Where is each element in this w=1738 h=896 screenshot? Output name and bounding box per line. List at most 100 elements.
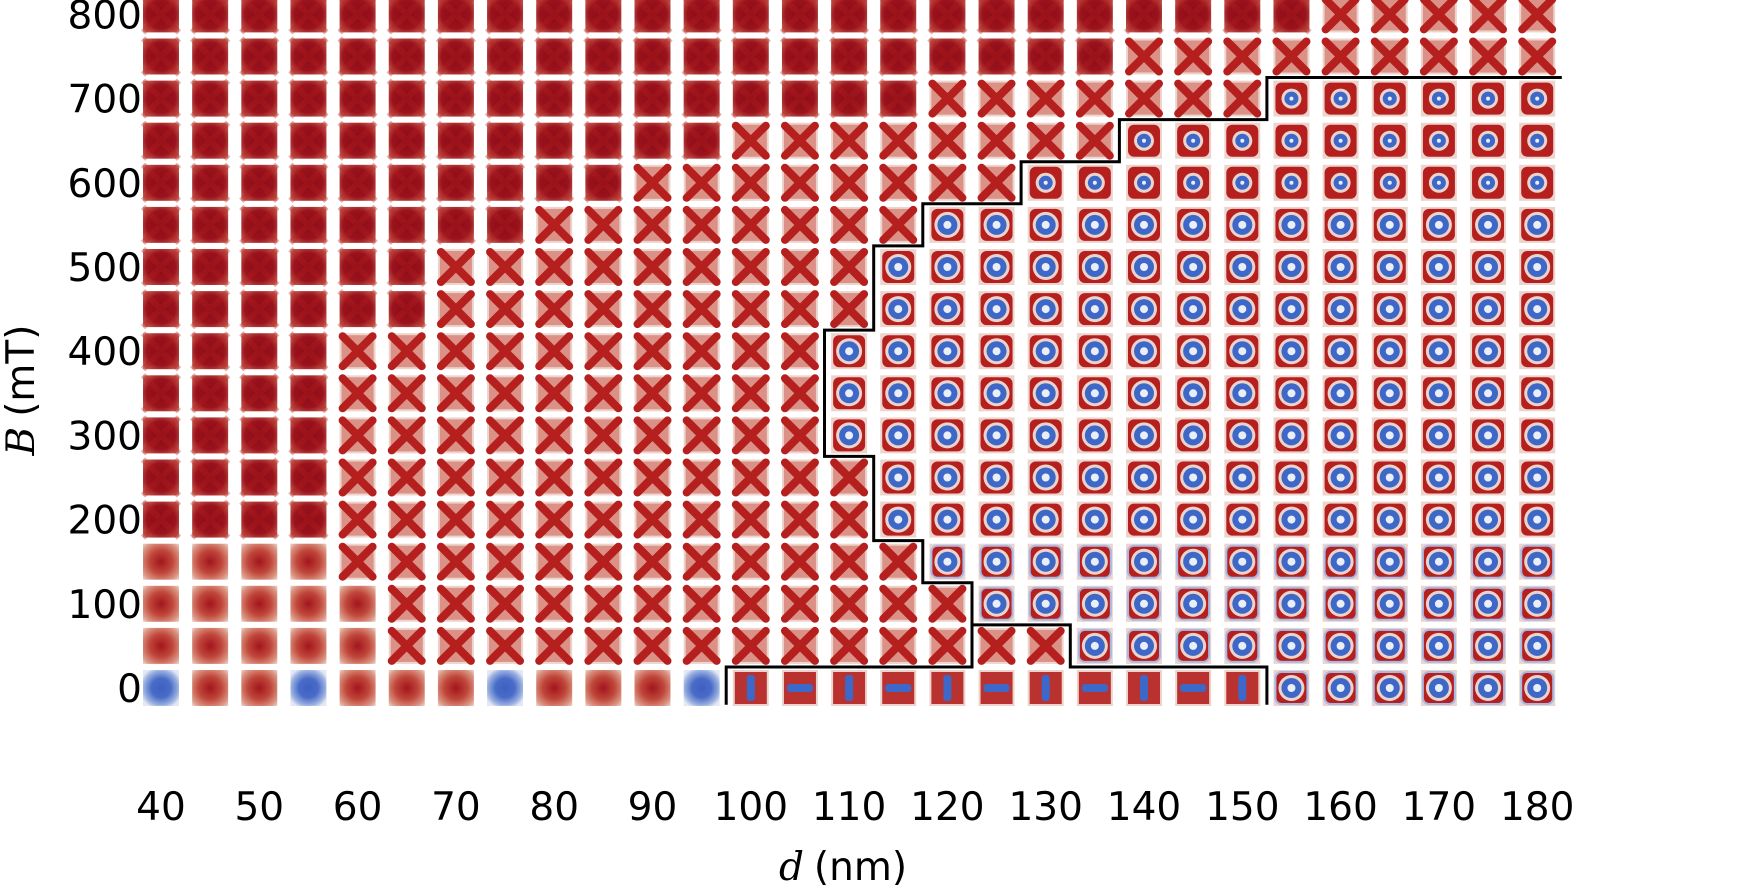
state-cell (1273, 249, 1310, 285)
cross-arms (731, 290, 770, 329)
state-cell (338, 500, 377, 539)
state-cell (584, 500, 623, 539)
corner-shading (288, 246, 329, 288)
state-cell (534, 78, 575, 119)
skyrmion-center (1533, 599, 1542, 608)
corner-shading (484, 36, 526, 77)
state-cell (583, 120, 624, 161)
corner-shading (534, 36, 575, 77)
skyrmion-edge (1520, 628, 1555, 663)
corner-shading (288, 415, 329, 456)
skyrmion-center (894, 389, 903, 398)
state-cell (486, 374, 525, 413)
corner-shading (1222, 0, 1263, 35)
state-cell (830, 248, 869, 286)
state-cell (486, 290, 525, 329)
state-cell (290, 670, 327, 706)
cross-arms (387, 584, 426, 623)
state-cell (828, 36, 870, 77)
cross-arms (731, 374, 770, 413)
uniform-state-mark (487, 0, 524, 33)
state-cell (830, 542, 869, 581)
state-cell (583, 162, 624, 203)
uniform-state-mark (978, 0, 1015, 33)
skyrmion-center (992, 557, 1001, 566)
cross-arms (633, 163, 672, 202)
corner-shading (140, 499, 182, 540)
cross-arms (486, 458, 525, 497)
uniform-state-mark (143, 122, 179, 159)
state-cell (143, 543, 179, 580)
state-cell (1519, 417, 1556, 454)
state-cell (978, 249, 1015, 285)
state-cell (1470, 501, 1507, 538)
helical-stripe (983, 684, 1010, 692)
state-cell (682, 416, 721, 455)
state-cell (1470, 585, 1507, 622)
skyrmion-center (1434, 305, 1443, 314)
skyrmion-center (1043, 180, 1048, 185)
uniform-state-mark (634, 122, 671, 159)
skyrmion-center (1387, 96, 1392, 101)
corner-shading (288, 499, 329, 540)
state-cell (1273, 501, 1310, 538)
state-cell (1175, 164, 1212, 201)
state-cell (1273, 164, 1310, 201)
cross-arms (584, 332, 623, 371)
state-cell (435, 162, 477, 203)
corner-shading (534, 120, 575, 161)
state-cell (190, 499, 231, 540)
corner-shading (681, 0, 722, 35)
corner-shading (140, 373, 182, 414)
state-cell (978, 291, 1015, 328)
state-cell (878, 36, 919, 77)
uniform-state-mark (290, 501, 327, 538)
state-cell (1027, 670, 1064, 706)
cross-arms (830, 500, 869, 539)
corner-shading (1074, 36, 1115, 77)
state-cell (880, 670, 917, 706)
helical-stripe (1081, 684, 1108, 692)
state-cell (780, 290, 819, 329)
state-cell (682, 458, 721, 497)
skyrmion-center (1238, 515, 1247, 524)
uniform-state-mark (339, 122, 376, 159)
skyrmion-edge (1471, 628, 1506, 663)
state-cell (830, 163, 869, 202)
skyrmion-center (992, 263, 1001, 271)
skyrmion-center (1434, 515, 1443, 524)
state-cell (1370, 37, 1409, 76)
state-cell (239, 499, 280, 540)
skyrmion-center (992, 599, 1001, 608)
uniform-state-mark (143, 80, 179, 117)
cross-arms (486, 248, 525, 286)
uniform-state-mark (487, 164, 524, 201)
state-cell (633, 500, 672, 539)
state-cell (1126, 501, 1162, 538)
corner-shading (288, 78, 329, 119)
cross-arms (338, 332, 377, 371)
cross-arms (1419, 37, 1458, 76)
uniform-state-mark (929, 0, 966, 33)
state-cell (1322, 627, 1359, 664)
state-cell (879, 542, 918, 581)
cross-arms (731, 416, 770, 455)
uniform-state-mark (1175, 0, 1212, 33)
state-cell (929, 249, 966, 285)
uniform-state-mark (290, 627, 327, 664)
state-cell (1222, 0, 1263, 35)
state-cell (731, 332, 770, 371)
cross-arms (338, 542, 377, 581)
uniform-state-mark (241, 459, 278, 496)
cross-arms (633, 626, 672, 665)
uniform-state-mark (388, 670, 425, 706)
skyrmion-center (1484, 473, 1493, 482)
state-cell (1126, 375, 1162, 412)
skyrmion-center (1336, 220, 1345, 229)
skyrmion-center (1434, 263, 1443, 271)
uniform-state-mark (290, 0, 327, 33)
skyrmion-edge (1323, 671, 1358, 705)
state-cell (830, 500, 869, 539)
state-cell (633, 374, 672, 413)
state-cell (1027, 164, 1064, 201)
